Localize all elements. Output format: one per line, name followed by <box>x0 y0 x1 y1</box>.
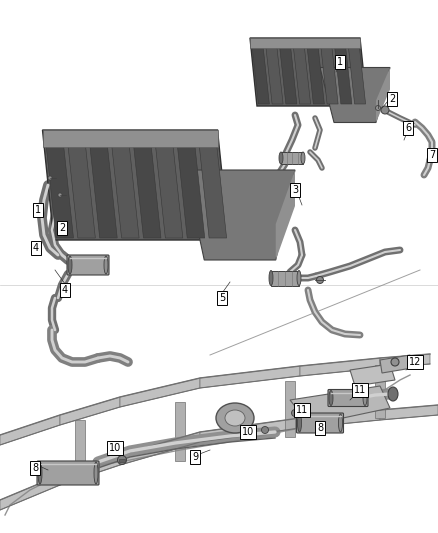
Polygon shape <box>200 418 300 442</box>
Text: 4: 4 <box>62 285 68 295</box>
Text: 6: 6 <box>405 123 411 133</box>
Text: 2: 2 <box>389 94 395 104</box>
Bar <box>281 152 303 164</box>
Text: 8: 8 <box>317 423 323 433</box>
Polygon shape <box>200 366 300 388</box>
Polygon shape <box>348 40 366 104</box>
Ellipse shape <box>391 358 399 366</box>
Ellipse shape <box>48 176 52 180</box>
Polygon shape <box>380 355 412 373</box>
Polygon shape <box>320 40 338 104</box>
Polygon shape <box>276 170 295 260</box>
Polygon shape <box>279 40 297 104</box>
Polygon shape <box>334 40 352 104</box>
Ellipse shape <box>246 431 254 440</box>
Ellipse shape <box>58 193 62 197</box>
Ellipse shape <box>301 152 305 164</box>
Polygon shape <box>285 382 295 437</box>
Ellipse shape <box>297 271 301 286</box>
Ellipse shape <box>297 414 301 432</box>
Polygon shape <box>88 132 117 238</box>
Ellipse shape <box>292 409 299 416</box>
Text: 11: 11 <box>296 405 308 415</box>
Polygon shape <box>42 130 229 240</box>
Polygon shape <box>75 420 85 483</box>
Polygon shape <box>265 40 283 104</box>
FancyBboxPatch shape <box>328 390 368 407</box>
Polygon shape <box>132 132 161 238</box>
Ellipse shape <box>261 426 268 433</box>
Polygon shape <box>380 354 430 368</box>
Polygon shape <box>320 68 390 123</box>
Polygon shape <box>375 365 385 417</box>
Ellipse shape <box>38 462 42 484</box>
FancyBboxPatch shape <box>37 461 99 485</box>
Text: 4: 4 <box>33 243 39 253</box>
Polygon shape <box>0 475 60 510</box>
Polygon shape <box>350 364 395 386</box>
Ellipse shape <box>329 391 333 406</box>
Polygon shape <box>120 378 200 407</box>
Ellipse shape <box>388 387 398 401</box>
Ellipse shape <box>68 256 72 274</box>
Polygon shape <box>376 68 390 123</box>
Ellipse shape <box>381 106 389 114</box>
Polygon shape <box>0 415 60 445</box>
FancyBboxPatch shape <box>67 255 109 275</box>
Polygon shape <box>42 130 218 147</box>
Polygon shape <box>110 132 139 238</box>
Polygon shape <box>251 40 269 104</box>
Text: 10: 10 <box>109 443 121 453</box>
Polygon shape <box>300 358 380 376</box>
Text: 1: 1 <box>337 57 343 67</box>
Ellipse shape <box>338 62 343 68</box>
Text: 12: 12 <box>409 357 421 367</box>
Ellipse shape <box>279 152 283 164</box>
Ellipse shape <box>104 256 108 274</box>
Polygon shape <box>67 132 95 238</box>
Text: 10: 10 <box>242 427 254 437</box>
Ellipse shape <box>317 277 324 284</box>
Polygon shape <box>45 132 74 238</box>
Ellipse shape <box>339 414 343 432</box>
Polygon shape <box>120 432 200 465</box>
Ellipse shape <box>216 403 254 433</box>
Polygon shape <box>300 410 380 428</box>
Polygon shape <box>380 405 438 420</box>
Bar <box>119 459 125 462</box>
Text: 3: 3 <box>292 185 298 195</box>
Polygon shape <box>60 397 120 425</box>
Polygon shape <box>293 40 311 104</box>
Text: 11: 11 <box>354 385 366 395</box>
Polygon shape <box>250 38 367 106</box>
Bar <box>247 434 253 437</box>
Ellipse shape <box>225 410 245 426</box>
Polygon shape <box>198 132 226 238</box>
Ellipse shape <box>269 271 273 286</box>
Text: 2: 2 <box>59 223 65 233</box>
Text: 1: 1 <box>35 205 41 215</box>
Polygon shape <box>176 132 205 238</box>
Polygon shape <box>185 170 295 260</box>
Polygon shape <box>60 455 120 485</box>
Text: 8: 8 <box>32 463 38 473</box>
Ellipse shape <box>375 106 381 110</box>
Polygon shape <box>175 402 185 461</box>
Polygon shape <box>306 40 325 104</box>
Polygon shape <box>154 132 183 238</box>
Text: 7: 7 <box>429 150 435 160</box>
Text: 9: 9 <box>192 452 198 462</box>
Ellipse shape <box>94 462 98 484</box>
Bar <box>271 271 299 286</box>
FancyBboxPatch shape <box>297 413 343 433</box>
Polygon shape <box>290 386 390 425</box>
Text: 5: 5 <box>219 293 225 303</box>
Ellipse shape <box>117 456 127 464</box>
Ellipse shape <box>363 391 367 406</box>
Polygon shape <box>250 38 360 48</box>
